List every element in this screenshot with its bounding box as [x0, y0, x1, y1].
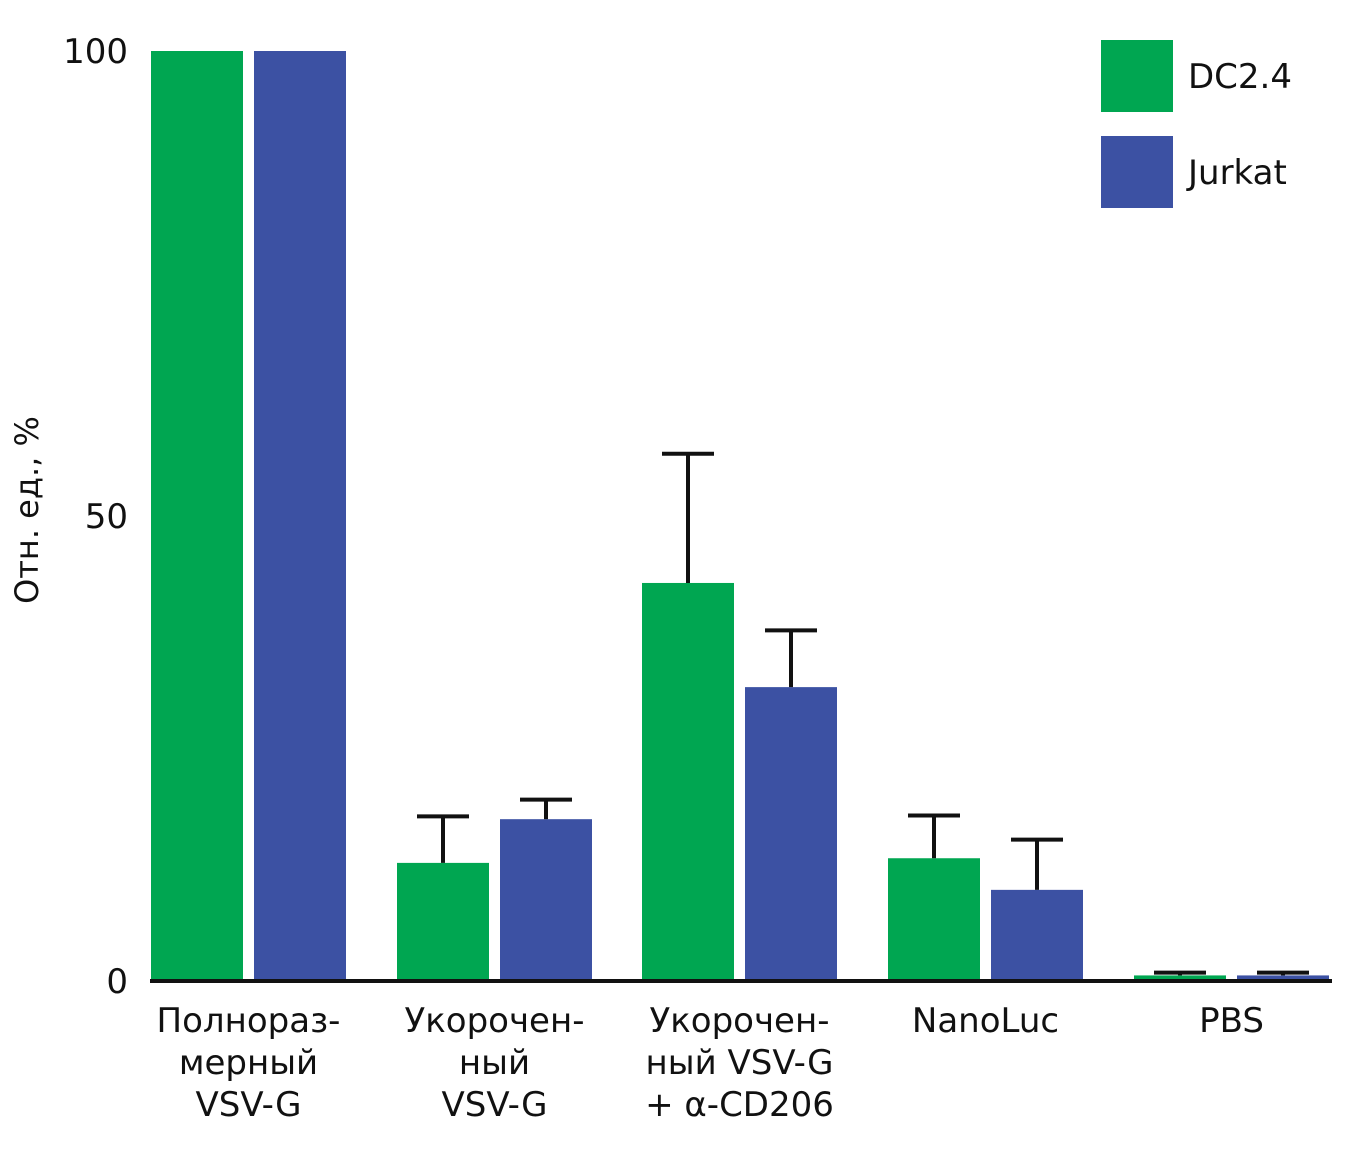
error-bar	[1154, 970, 1206, 976]
legend-label: DC2.4	[1188, 57, 1292, 97]
bar-jurkat-1	[500, 819, 592, 981]
bar-dc24-0	[151, 51, 243, 981]
category-labels: Полнораз-мерныйVSV-GУкорочен-ныйVSV-GУко…	[157, 1001, 1264, 1125]
category-label: Укорочен-	[650, 1001, 830, 1041]
error-bar	[1257, 970, 1309, 976]
legend-swatch	[1101, 40, 1173, 112]
legend-swatch	[1101, 136, 1173, 208]
legend: DC2.4 Jurkat	[1101, 40, 1292, 208]
bar-dc24-4	[1134, 975, 1226, 981]
category-label: + α-CD206	[645, 1085, 834, 1125]
category-label: VSV-G	[196, 1085, 302, 1125]
category-label: Укорочен-	[405, 1001, 585, 1041]
bar-jurkat-0	[254, 51, 346, 981]
bar-jurkat-3	[991, 889, 1083, 981]
y-tick-label: 50	[85, 497, 128, 537]
bar-dc24-1	[397, 862, 489, 981]
y-tick-label: 100	[63, 32, 128, 72]
y-tick-label: 0	[106, 962, 128, 1002]
category-label: NanoLuc	[912, 1001, 1059, 1041]
category-label: VSV-G	[442, 1085, 548, 1125]
y-axis-title: Отн. ед., %	[8, 416, 46, 604]
error-bar	[765, 628, 817, 688]
error-bar	[908, 813, 960, 859]
error-bar	[662, 451, 714, 583]
category-label: мерный	[179, 1043, 318, 1083]
error-bars	[417, 451, 1309, 976]
bar-jurkat-2	[745, 687, 837, 981]
y-axis-ticks: 0 50 100	[63, 32, 128, 1002]
legend-label: Jurkat	[1186, 153, 1287, 193]
category-label: Полнораз-	[157, 1001, 341, 1041]
category-label: ный VSV-G	[646, 1043, 834, 1083]
bar-dc24-3	[888, 858, 980, 981]
error-bar	[1011, 837, 1063, 890]
category-label: ный	[459, 1043, 530, 1083]
bars	[151, 51, 1329, 981]
error-bar	[520, 797, 572, 820]
bar-dc24-2	[642, 582, 734, 981]
error-bar	[417, 814, 469, 863]
category-label: PBS	[1199, 1001, 1264, 1041]
bar-jurkat-4	[1237, 975, 1329, 981]
